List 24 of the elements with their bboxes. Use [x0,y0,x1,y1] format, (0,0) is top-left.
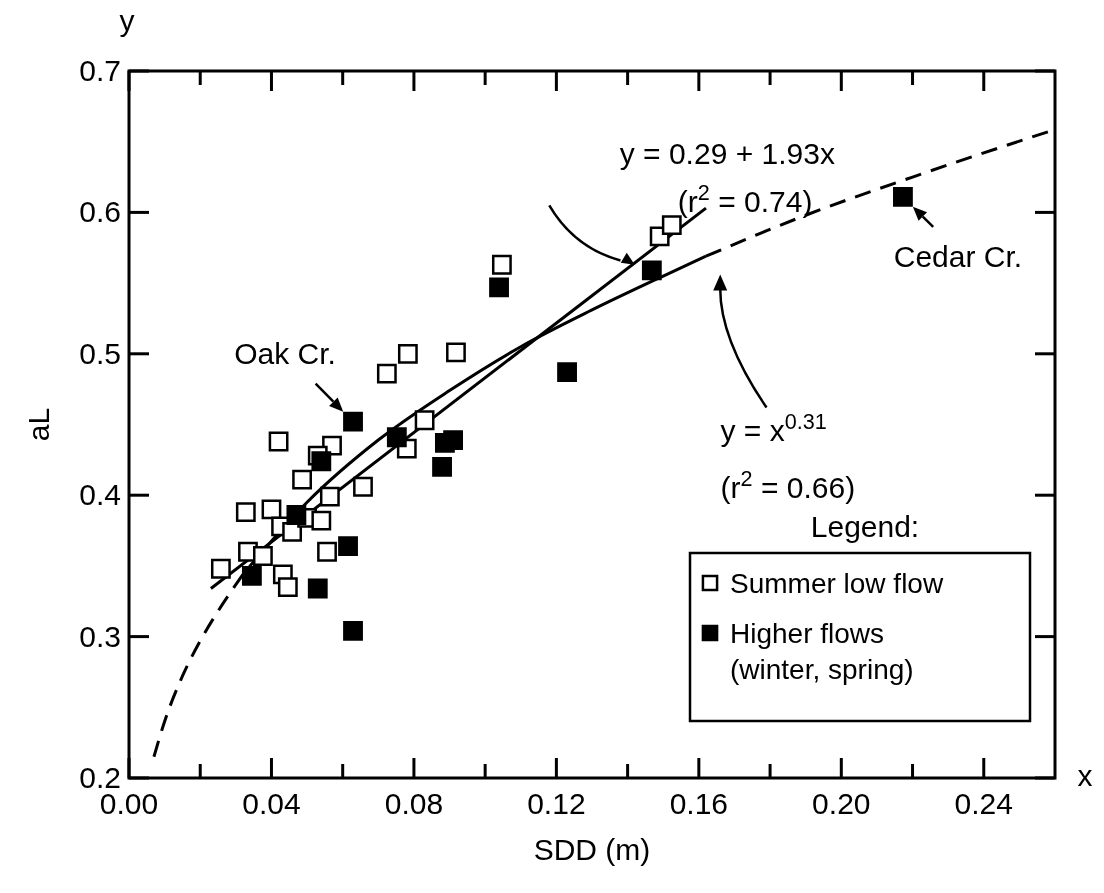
y-axis-title: aL [22,407,55,442]
annotation: (r$^{2}$ = 0.66) [720,465,856,505]
x-axis-title: SDD (m) [533,833,651,866]
text: x [1077,759,1093,792]
annotation: Oak Cr. [234,336,336,370]
text: y [119,4,135,37]
annotation: y = x$^{0.31}$ [720,408,827,448]
y-tick-label: 0.4 [79,478,121,512]
annotation: Cedar Cr. [893,239,1023,273]
x-tick-label: 0.16 [669,787,729,820]
legend-title: Legend: [810,510,920,543]
x-tick-label: 0.04 [242,787,301,820]
legend-label: Higher flows (winter, spring) [730,618,914,685]
y-tick-label: 0.5 [79,336,121,370]
y-tick-label: 0.3 [79,619,121,653]
annotation: (r$^{2}$ = 0.74) [677,179,813,219]
annotation: y = 0.29 + 1.93x [619,137,835,171]
y-tick-label: 0.7 [79,54,121,87]
x-tick-label: 0.20 [812,787,871,820]
x-tick-label: 0.24 [954,787,1013,820]
x-tick-label: 0.12 [527,787,586,820]
legend-label: Summer low flow [730,568,944,599]
y-tick-label: 0.6 [79,195,121,229]
x-tick-label: 0.08 [384,787,444,820]
